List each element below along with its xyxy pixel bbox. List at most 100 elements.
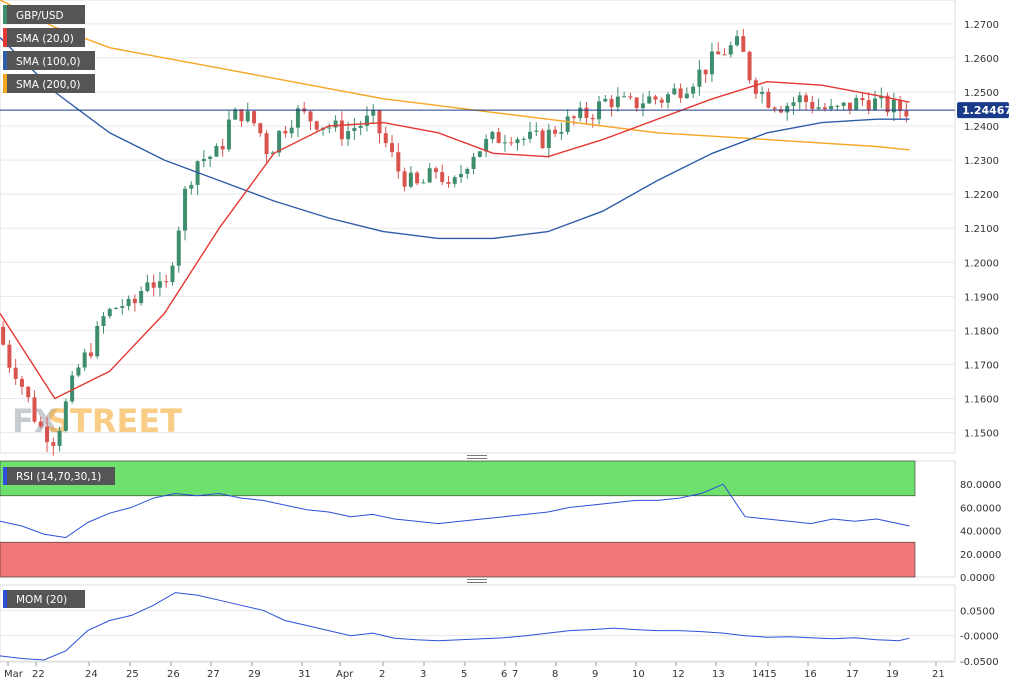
candle-body <box>252 111 257 124</box>
candle-body <box>396 152 401 172</box>
main-y-tick-label: 1.2100 <box>964 224 999 235</box>
candle-body <box>615 96 620 108</box>
candle-body <box>509 142 514 144</box>
rsi-panel: 80.0000 60.0000 40.0000 20.0000 0.0000 RSI (… <box>0 460 1001 584</box>
x-tick-label: 26 <box>167 669 180 680</box>
main-y-tick-label: 1.2700 <box>964 20 999 31</box>
panel-divider-2[interactable] <box>467 579 487 583</box>
candle-body <box>314 121 319 130</box>
x-tick-label: 17 <box>846 669 859 680</box>
current-price-label: 1.24467 <box>957 102 1012 119</box>
sma200-line <box>0 0 910 151</box>
candle-body <box>201 158 206 162</box>
candle-body <box>126 298 131 307</box>
mom-legend: MOM (20) <box>3 590 85 608</box>
candle-body <box>308 111 313 122</box>
candle-body <box>703 69 708 75</box>
candle-body <box>716 51 721 55</box>
candle-body <box>735 36 740 46</box>
candle-body <box>371 110 376 116</box>
x-tick-label: 25 <box>126 669 139 680</box>
mom-legend-label: MOM (20) <box>16 594 67 606</box>
mom-plot-area <box>0 584 956 663</box>
legend-swatch <box>3 74 7 93</box>
candle-body <box>220 146 225 150</box>
x-tick-label: 19 <box>886 669 899 680</box>
candle-body <box>753 80 758 94</box>
x-tick-label: Mar <box>4 669 24 680</box>
main-y-tick-label: 1.2000 <box>964 258 999 269</box>
candle-body <box>521 138 526 140</box>
legend-item-bg <box>3 51 95 70</box>
candle-body <box>145 282 150 291</box>
candle-body <box>672 88 677 95</box>
candle-body <box>157 281 162 288</box>
candle-body <box>866 100 871 110</box>
legend-item[interactable]: SMA (20,0) <box>3 28 85 47</box>
candle-body <box>114 307 119 309</box>
candle-body <box>415 172 420 184</box>
legend-item[interactable]: SMA (100,0) <box>3 51 95 70</box>
main-y-axis: 1.2700 1.2600 1.2500 1.2400 1.2300 1.2200 1.21… <box>964 20 999 440</box>
candle-body <box>151 282 156 288</box>
x-tick-label: 13 <box>712 669 725 680</box>
candle-body <box>63 401 68 431</box>
candle-body <box>327 127 332 129</box>
candle-body <box>822 107 827 110</box>
x-tick-label: 24 <box>85 669 98 680</box>
candle-body <box>440 172 445 183</box>
candle-body <box>791 102 796 106</box>
main-legend: GBP/USD SMA (20,0) SMA (100,0) SMA (200,0) <box>3 5 95 93</box>
candle-body <box>214 146 219 157</box>
x-tick-label: 8 <box>552 669 558 680</box>
panel-divider-1[interactable] <box>467 455 487 459</box>
candle-body <box>88 352 93 357</box>
main-y-tick-label: 1.1900 <box>964 292 999 303</box>
candles <box>1 28 909 456</box>
candle-body <box>1 326 6 345</box>
candle-body <box>270 152 275 155</box>
candle-body <box>283 130 288 134</box>
candle-body <box>176 230 181 266</box>
candle-body <box>603 98 608 102</box>
candle-body <box>364 115 369 126</box>
candle-body <box>847 102 852 110</box>
rsi-legend-label: RSI (14,70,30,1) <box>16 471 101 483</box>
current-price-value: 1.24467 <box>962 104 1012 117</box>
candle-body <box>666 94 671 103</box>
candle-body <box>628 96 633 98</box>
legend-item[interactable]: SMA (200,0) <box>3 74 95 93</box>
main-grid <box>0 23 955 434</box>
x-tick-label: 16 <box>804 669 817 680</box>
x-axis: Mar 22 24 25 26 27 29 31 Apr 2 3 5 6 7 8 9 10 12 13 14 15 16 1… <box>4 662 945 680</box>
candle-body <box>170 265 175 283</box>
candle-body <box>879 95 884 99</box>
candle-body <box>258 123 263 134</box>
rsi-y-tick-label: 40.0000 <box>960 527 1001 538</box>
sma100-line <box>0 37 910 240</box>
rsi-y-tick-label: 0.0000 <box>960 573 995 584</box>
candle-body <box>82 352 87 368</box>
legend-item[interactable]: GBP/USD <box>3 5 85 24</box>
candle-body <box>264 133 269 155</box>
candle-body <box>101 316 106 327</box>
sma20-line <box>0 80 910 400</box>
candle-body <box>565 116 570 132</box>
x-tick-label: 5 <box>461 669 467 680</box>
candle-body <box>904 110 909 117</box>
candle-body <box>578 107 583 119</box>
rsi-y-tick-label: 60.0000 <box>960 503 1001 514</box>
candle-body <box>233 109 238 120</box>
candle-body <box>484 139 489 152</box>
main-y-tick-label: 1.2300 <box>964 156 999 167</box>
x-tick-label: 9 <box>592 669 598 680</box>
x-tick-label: 6 <box>501 669 507 680</box>
candle-body <box>816 107 821 109</box>
rsi-y-axis: 80.0000 60.0000 40.0000 20.0000 0.0000 <box>960 480 1001 584</box>
mom-grid <box>0 609 955 662</box>
candle-body <box>471 156 476 170</box>
candle-body <box>57 430 62 446</box>
candle-body <box>709 51 714 75</box>
candle-body <box>609 98 614 108</box>
candle-body <box>51 442 56 446</box>
